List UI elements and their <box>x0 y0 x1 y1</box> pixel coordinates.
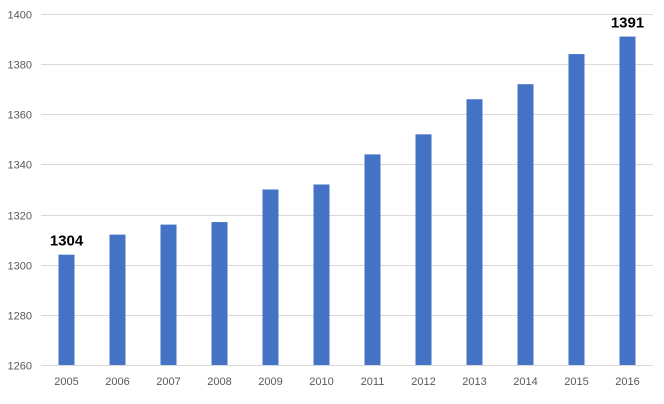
bar-2005 <box>58 254 75 365</box>
y-tick-label: 1280 <box>8 311 32 323</box>
gridlines <box>41 14 653 366</box>
y-tick-label: 1400 <box>8 10 32 22</box>
bars <box>58 36 636 366</box>
data-label-2016: 1391 <box>611 15 644 32</box>
bar-2009 <box>262 189 279 365</box>
bar-2016 <box>619 36 636 366</box>
bar-2012 <box>415 134 432 365</box>
data-label-2005: 1304 <box>50 233 84 250</box>
x-tick-label: 2010 <box>309 376 333 388</box>
bar-2013 <box>466 99 483 365</box>
x-tick-label: 2015 <box>564 376 588 388</box>
x-tick-label: 2009 <box>258 376 282 388</box>
y-tick-label: 1380 <box>8 60 32 72</box>
y-tick-label: 1260 <box>8 361 32 373</box>
x-tick-label: 2016 <box>615 376 639 388</box>
x-tick-label: 2006 <box>105 376 129 388</box>
bar-2015 <box>568 54 585 365</box>
bar-2006 <box>109 234 126 365</box>
x-tick-label: 2013 <box>462 376 486 388</box>
bar-2007 <box>160 224 177 365</box>
x-tick-label: 2008 <box>207 376 231 388</box>
y-tick-label: 1320 <box>8 211 32 223</box>
y-tick-label: 1360 <box>8 110 32 122</box>
y-axis-ticks: 1260 1280 1300 1320 1340 1360 1380 1400 <box>8 10 32 373</box>
x-tick-label: 2014 <box>513 376 537 388</box>
x-tick-label: 2007 <box>156 376 180 388</box>
x-tick-label: 2005 <box>54 376 78 388</box>
y-tick-label: 1340 <box>8 160 32 172</box>
bar-2008 <box>211 222 228 365</box>
x-tick-label: 2012 <box>411 376 435 388</box>
x-axis-ticks: 2005 2006 2007 2008 2009 2010 2011 2012 2013 2014… <box>54 376 639 388</box>
bar-2011 <box>364 154 381 365</box>
bar-2014 <box>517 84 534 365</box>
x-tick-label: 2011 <box>361 376 385 388</box>
bar-2010 <box>313 184 330 365</box>
y-tick-label: 1300 <box>8 261 32 273</box>
data-labels: 1304 1391 <box>50 15 644 250</box>
